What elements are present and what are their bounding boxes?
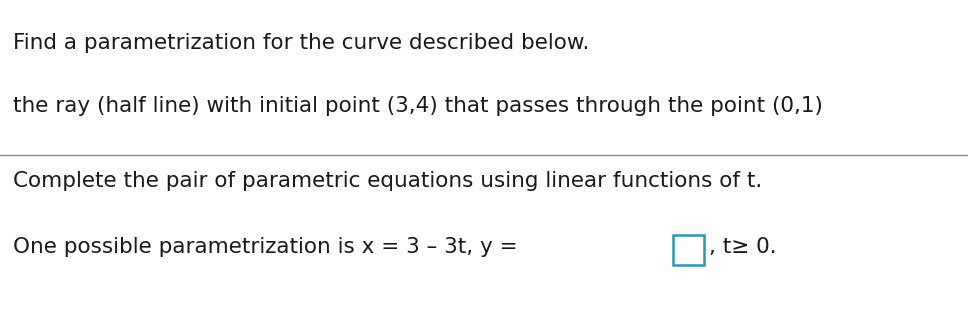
Text: , t≥ 0.: , t≥ 0. bbox=[710, 237, 777, 257]
Text: Find a parametrization for the curve described below.: Find a parametrization for the curve des… bbox=[13, 33, 589, 53]
Text: the ray (half line) with initial point (3,4) that passes through the point (0,1): the ray (half line) with initial point (… bbox=[13, 96, 823, 116]
Text: One possible parametrization is x = 3 – 3t, y =: One possible parametrization is x = 3 – … bbox=[13, 237, 524, 257]
FancyBboxPatch shape bbox=[673, 235, 704, 265]
Text: Complete the pair of parametric equations using linear functions of t.: Complete the pair of parametric equation… bbox=[13, 171, 762, 191]
